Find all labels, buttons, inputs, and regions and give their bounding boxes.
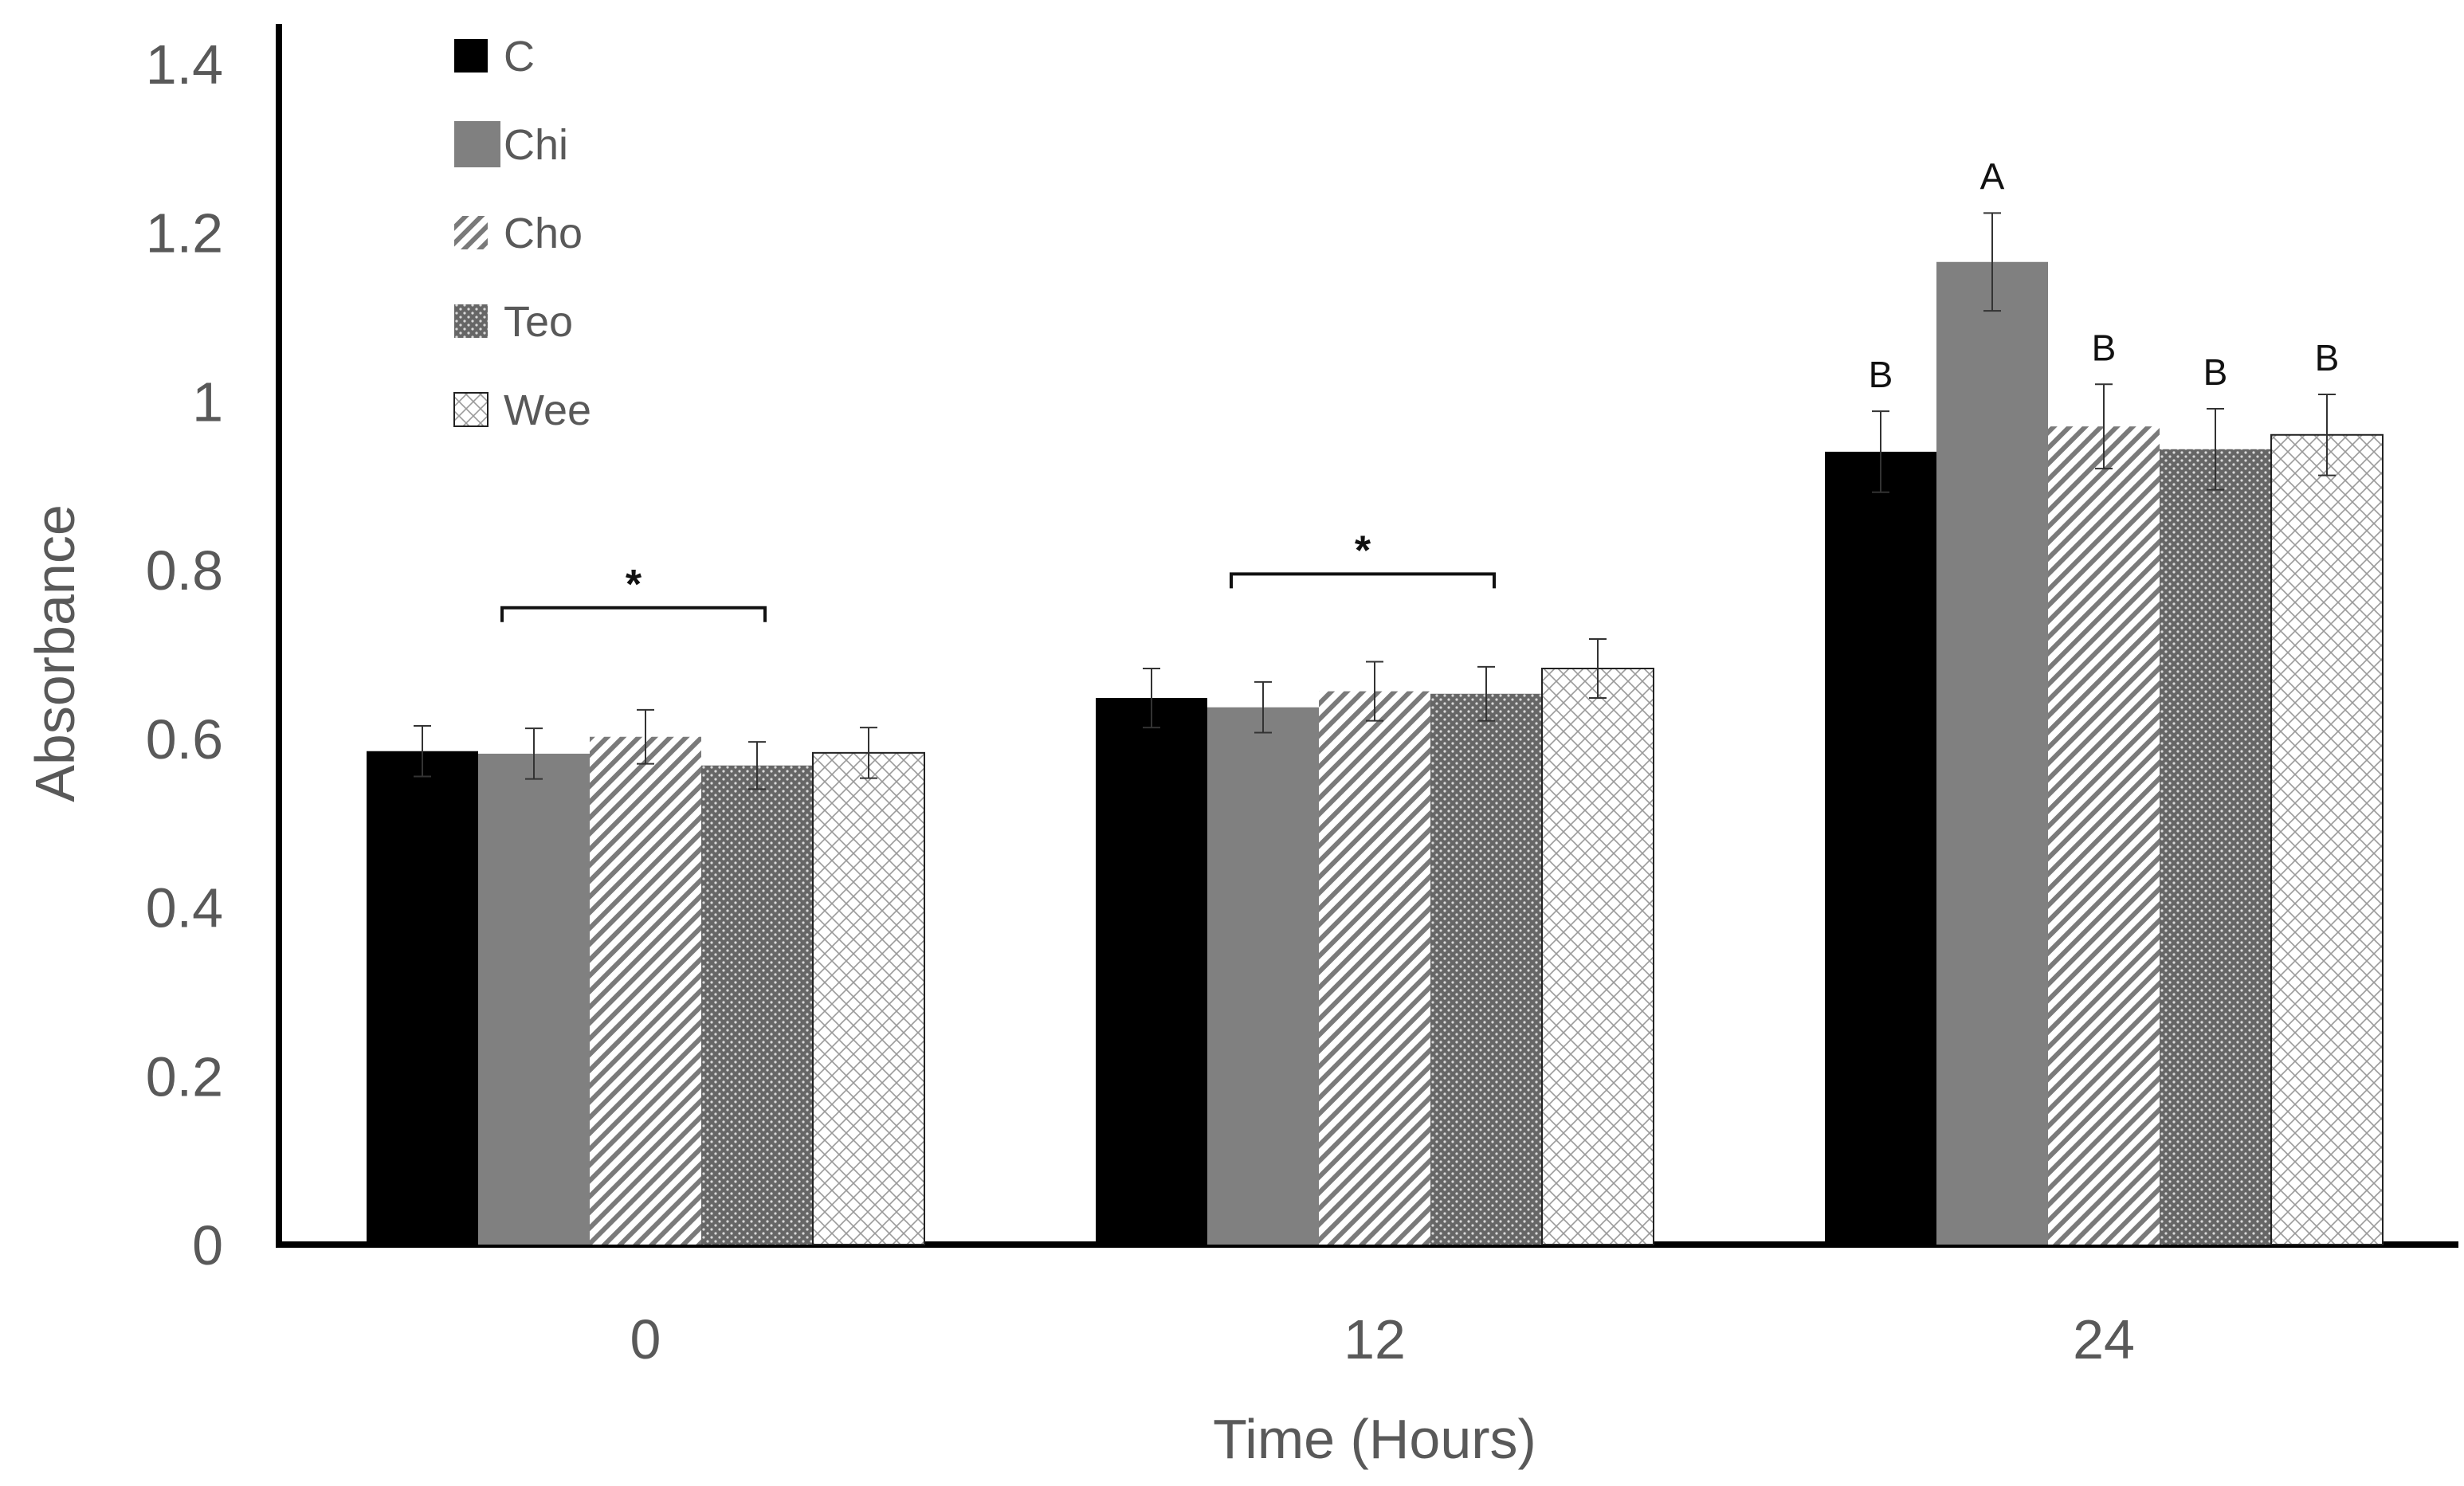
error-bars: [414, 212, 2336, 790]
bar-wee-12: [1541, 667, 1654, 1245]
x-axis-title: Time (Hours): [1213, 1408, 1536, 1470]
bar-cho-12: [1319, 691, 1430, 1245]
error-bar: [1589, 637, 1607, 700]
bars: [367, 261, 2384, 1245]
significance-letter: B: [2203, 351, 2228, 393]
legend-item-teo: Teo: [454, 298, 573, 346]
bar-chi-24: [1936, 261, 2048, 1245]
y-tick-label: 0.6: [146, 708, 223, 770]
bar-wee-0: [812, 751, 925, 1245]
bar-teo-12: [1430, 693, 1542, 1245]
y-axis-title: Absorbance: [24, 504, 86, 802]
error-bar: [525, 727, 543, 780]
y-axis: 0 0.2 0.4 0.6 0.8 1 1.2 1.4: [146, 24, 282, 1276]
legend-swatch: [453, 392, 488, 427]
error-bar: [1983, 212, 2001, 312]
error-bar: [2095, 383, 2113, 470]
bar-cho-0: [590, 736, 701, 1245]
y-tick-label: 0.8: [146, 539, 223, 602]
error-bar: [1872, 410, 1889, 493]
legend-swatch: [454, 216, 488, 249]
bar-teo-24: [2160, 449, 2271, 1245]
bar-c-0: [367, 751, 478, 1245]
annotations: B A B B B * *: [500, 155, 2340, 622]
error-bar: [1143, 667, 1160, 729]
bar-cho-24: [2048, 426, 2160, 1245]
legend-swatch: [454, 304, 488, 338]
legend-label: C: [504, 33, 535, 80]
legend-label: Cho: [504, 210, 583, 257]
y-tick-label: 1.2: [146, 202, 223, 265]
bar-c-24: [1825, 451, 1936, 1245]
significance-bracket: *: [1230, 527, 1496, 589]
error-bar: [2318, 393, 2336, 476]
significance-bracket: *: [500, 562, 767, 622]
error-bar: [1477, 665, 1495, 722]
legend-item-chi: Chi: [454, 121, 568, 169]
error-bar: [2207, 407, 2224, 491]
significance-star: *: [626, 562, 642, 608]
legend-item-cho: Cho: [454, 210, 583, 257]
legend-swatch: [454, 39, 488, 73]
error-bar: [748, 741, 766, 790]
legend-label: Wee: [504, 386, 591, 434]
y-tick-label: 0: [192, 1214, 223, 1276]
x-tick-label: 24: [2073, 1308, 2135, 1370]
bar-c-12: [1096, 698, 1207, 1245]
significance-letter: B: [2092, 327, 2117, 368]
legend: C Chi Cho Teo Wee: [453, 33, 591, 434]
significance-letter: B: [2315, 337, 2340, 378]
legend-label: Teo: [504, 298, 573, 346]
y-tick-label: 0.2: [146, 1045, 223, 1108]
error-bar: [414, 724, 431, 778]
error-bar: [860, 727, 877, 779]
bar-wee-24: [2270, 433, 2384, 1245]
legend-label: Chi: [504, 121, 568, 169]
significance-star: *: [1355, 527, 1371, 574]
x-tick-label: 12: [1344, 1308, 1406, 1370]
error-bar: [1254, 680, 1272, 734]
x-axis: 0 12 24: [276, 1241, 2458, 1370]
bar-teo-0: [701, 765, 813, 1245]
error-bar: [637, 708, 654, 765]
legend-swatch: [454, 121, 500, 167]
x-tick-label: 0: [630, 1308, 661, 1370]
legend-item-c: C: [454, 33, 535, 80]
y-tick-label: 1: [192, 371, 223, 433]
y-tick-label: 0.4: [146, 877, 223, 939]
significance-letter: A: [1980, 155, 2005, 197]
legend-item-wee: Wee: [453, 386, 591, 434]
y-tick-label: 1.4: [146, 33, 223, 96]
error-bar: [1366, 661, 1383, 722]
significance-letter: B: [1869, 354, 1893, 395]
bar-chi-0: [478, 753, 590, 1245]
bar-chi-12: [1207, 707, 1319, 1245]
